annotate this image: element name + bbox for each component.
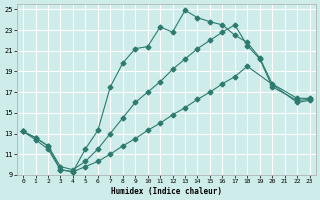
- X-axis label: Humidex (Indice chaleur): Humidex (Indice chaleur): [111, 187, 222, 196]
